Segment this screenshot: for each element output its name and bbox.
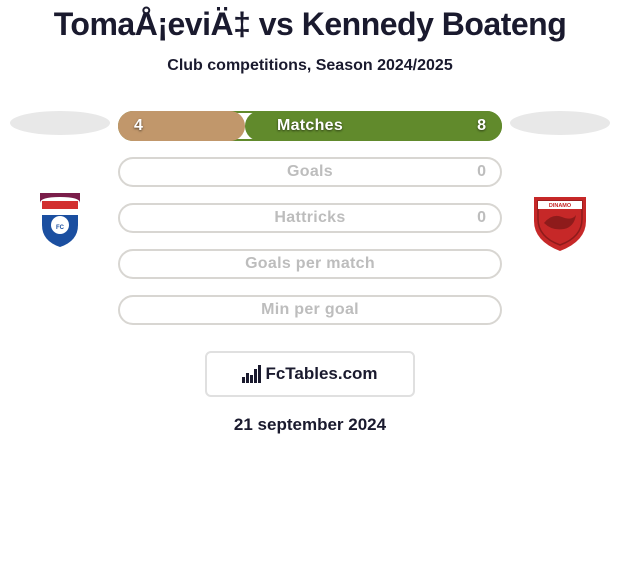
stat-row: Goals per match <box>118 249 502 279</box>
left-value: 4 <box>134 117 143 135</box>
stat-label: Hattricks <box>274 209 345 227</box>
page-title: TomaÅ¡eviÄ‡ vs Kennedy Boateng <box>0 0 620 43</box>
right-value: 0 <box>477 163 486 181</box>
comparison-container: FC 4 Matches 8 Goals 0 Hattricks 0 Goals per ma… <box>0 111 620 341</box>
stat-label: Matches <box>277 117 343 135</box>
chart-icon <box>242 365 261 383</box>
left-team-crest: FC <box>18 175 102 259</box>
svg-text:FC: FC <box>56 225 65 231</box>
stat-row: Hattricks 0 <box>118 203 502 233</box>
stat-label: Goals <box>287 163 333 181</box>
stat-row: 4 Matches 8 <box>118 111 502 141</box>
stat-label: Goals per match <box>245 255 375 273</box>
svg-text:DINAMO: DINAMO <box>549 203 572 209</box>
right-team-crest: DINAMO <box>518 175 602 259</box>
right-value: 8 <box>477 117 486 135</box>
brand-text: FcTables.com <box>265 364 377 384</box>
brand-badge[interactable]: FcTables.com <box>205 351 415 397</box>
left-player-pill <box>10 111 110 135</box>
stat-rows: 4 Matches 8 Goals 0 Hattricks 0 Goals per match… <box>110 111 510 341</box>
right-value: 0 <box>477 209 486 227</box>
stat-row: Min per goal <box>118 295 502 325</box>
date-text: 21 september 2024 <box>0 415 620 435</box>
stat-label: Min per goal <box>261 301 359 319</box>
right-player-pill <box>510 111 610 135</box>
stat-row: Goals 0 <box>118 157 502 187</box>
subtitle: Club competitions, Season 2024/2025 <box>0 57 620 75</box>
right-side: DINAMO <box>510 111 610 259</box>
left-side: FC <box>10 111 110 259</box>
